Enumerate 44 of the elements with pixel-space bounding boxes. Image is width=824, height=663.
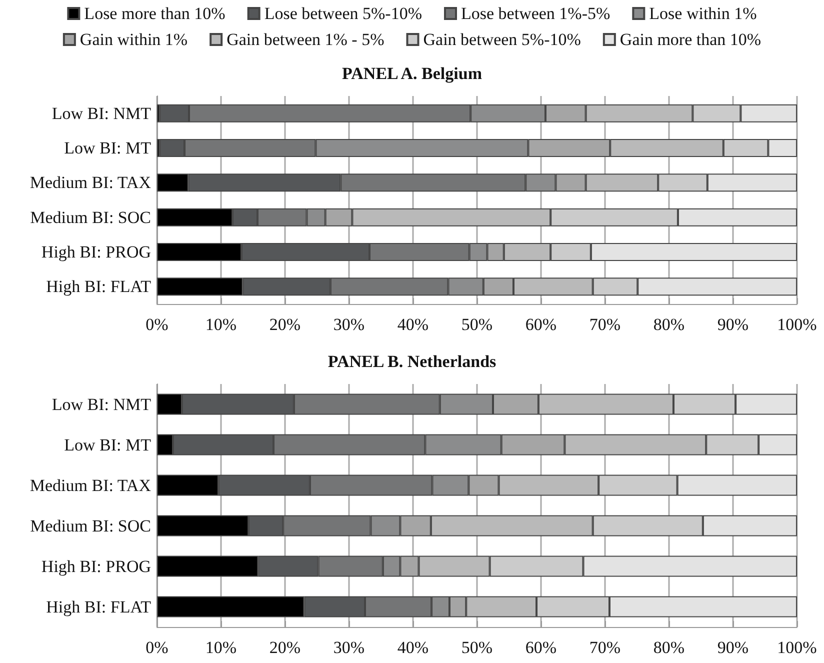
legend-label: Lose more than 10%: [84, 4, 226, 23]
y-tick-label: Medium BI: SOC: [30, 208, 151, 227]
x-tick-label: 40%: [397, 638, 429, 657]
x-tick-label: 30%: [333, 315, 365, 334]
legend-label: Gain within 1%: [80, 30, 188, 49]
legend-label: Lose between 5%-10%: [264, 4, 422, 23]
x-tick-label: 60%: [525, 315, 557, 334]
x-tick-label: 80%: [653, 315, 685, 334]
x-tick-label: 50%: [461, 638, 493, 657]
x-tick-label: 20%: [269, 315, 301, 334]
x-tick-label: 0%: [146, 315, 168, 334]
x-tick-label: 0%: [146, 638, 168, 657]
x-tick-label: 10%: [205, 315, 237, 334]
legend-label: Lose between 1%-5%: [461, 4, 610, 23]
y-tick-label: Low BI: NMT: [52, 104, 152, 123]
x-tick-label: 40%: [397, 315, 429, 334]
y-tick-label: Medium BI: TAX: [30, 173, 151, 192]
x-tick-label: 50%: [461, 315, 493, 334]
x-tick-label: 60%: [525, 638, 557, 657]
legend-label: Gain between 5%-10%: [423, 30, 581, 49]
x-tick-label: 30%: [333, 638, 365, 657]
x-tick-label: 10%: [205, 638, 237, 657]
x-tick-label: 100%: [777, 638, 817, 657]
legend-label: Gain more than 10%: [620, 30, 762, 49]
y-tick-label: High BI: PROG: [41, 556, 151, 576]
x-tick-label: 90%: [717, 638, 749, 657]
y-tick-label: High BI: PROG: [41, 242, 151, 262]
chart-title: PANEL B. Netherlands: [328, 352, 497, 371]
y-tick-label: Low BI: MT: [64, 138, 152, 158]
chart-title: PANEL A. Belgium: [342, 64, 482, 83]
legend-label: Lose within 1%: [649, 4, 757, 23]
x-tick-label: 90%: [717, 315, 749, 334]
y-tick-label: Low BI: NMT: [52, 394, 152, 414]
x-tick-label: 70%: [589, 638, 621, 657]
y-tick-label: Low BI: MT: [64, 435, 152, 454]
y-tick-label: High BI: FLAT: [46, 597, 152, 616]
legend-label: Gain between 1% - 5%: [226, 30, 384, 49]
y-tick-label: Medium BI: TAX: [30, 476, 151, 495]
x-tick-label: 100%: [777, 315, 817, 334]
x-tick-label: 20%: [269, 638, 301, 657]
y-tick-label: High BI: FLAT: [46, 277, 152, 296]
x-tick-label: 80%: [653, 638, 685, 657]
x-tick-label: 70%: [589, 315, 621, 334]
y-tick-label: Medium BI: SOC: [30, 516, 151, 536]
